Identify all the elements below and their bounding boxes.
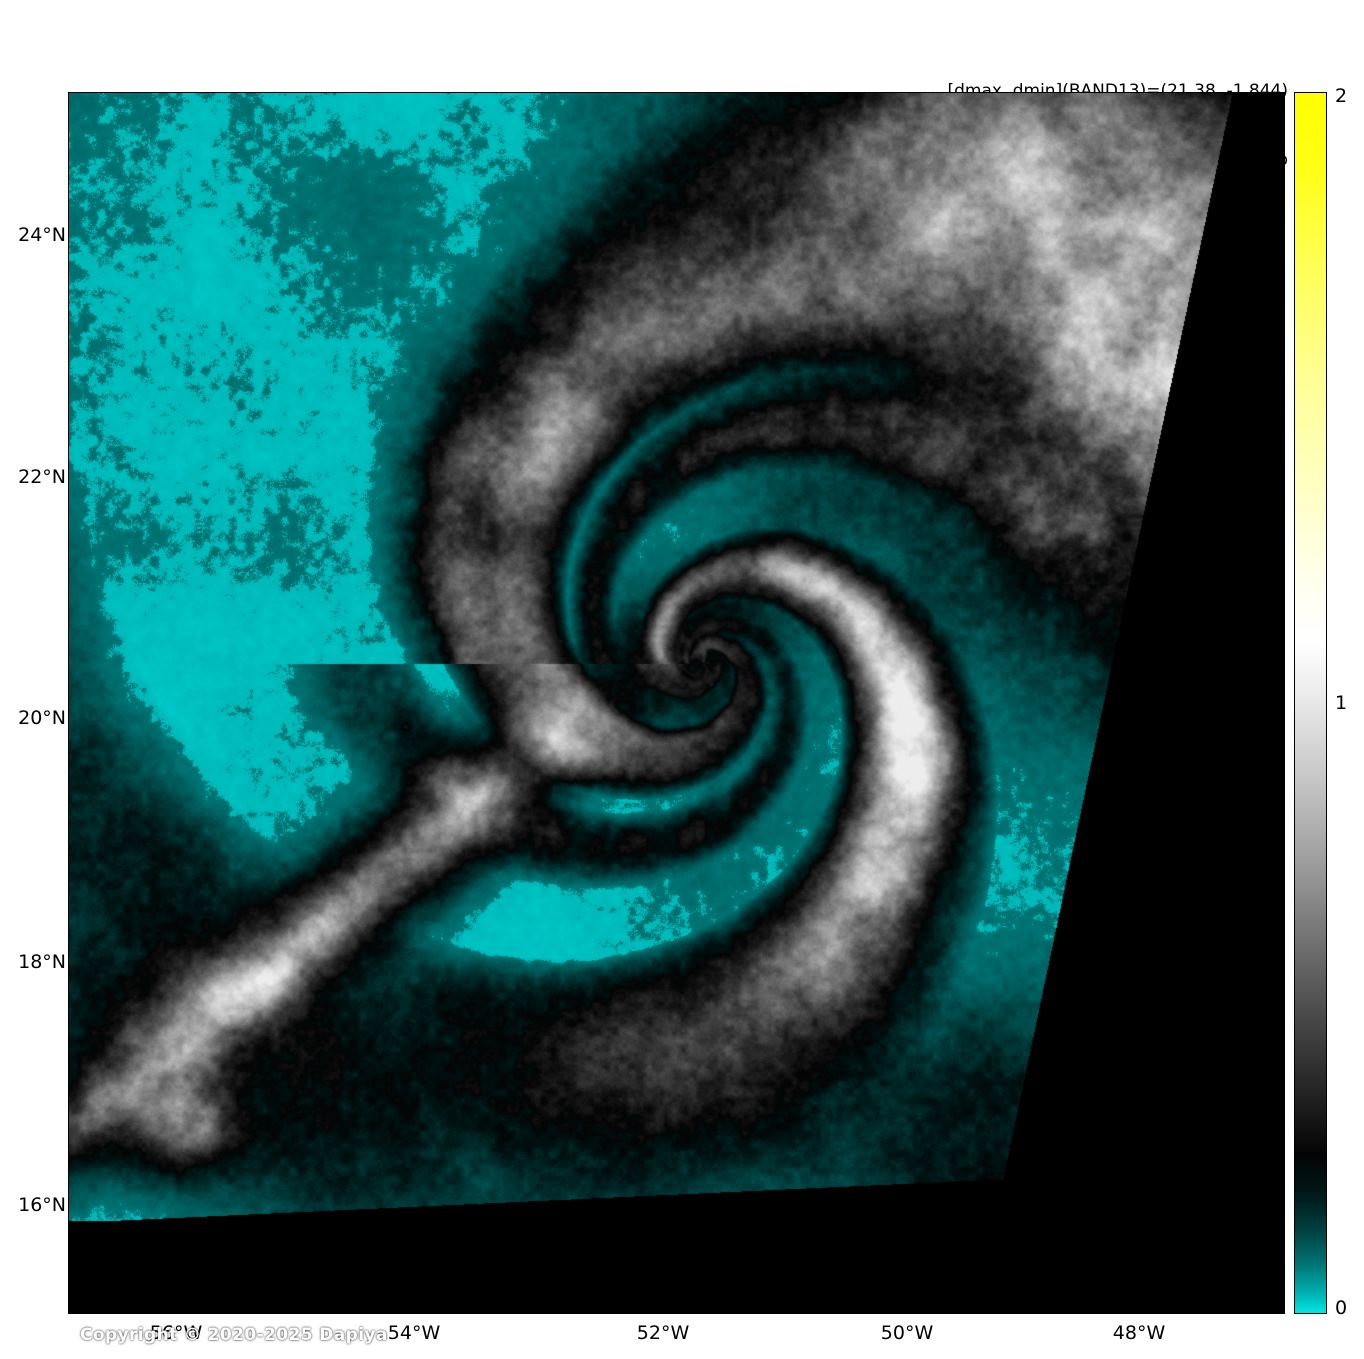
colorbar: 2 1 0 xyxy=(1294,85,1347,1319)
colorbar-tick-label: 1 xyxy=(1335,692,1348,714)
longitude-tick-label: 48°W xyxy=(1112,1322,1166,1344)
latitude-tick-label: 18°N xyxy=(18,951,66,973)
longitude-tick-label: 52°W xyxy=(636,1322,690,1344)
longitude-tick-label: 50°W xyxy=(880,1322,934,1344)
latitude-tick-label: 20°N xyxy=(18,707,66,729)
longitude-tick-label: 54°W xyxy=(387,1322,441,1344)
satellite-image-panel xyxy=(68,92,1285,1314)
satellite-imagery-canvas xyxy=(69,93,1283,1312)
latitude-tick-label: 22°N xyxy=(18,466,66,488)
colorbar-tick-label: 2 xyxy=(1335,85,1348,107)
longitude-tick-label: 56°W xyxy=(149,1322,203,1344)
colorbar-gradient xyxy=(1294,92,1327,1314)
latitude-tick-label: 16°N xyxy=(18,1194,66,1216)
latitude-tick-label: 24°N xyxy=(18,224,66,246)
copyright-notice: Copyright © 2020-2025 Dapiya xyxy=(80,1325,388,1345)
colorbar-tick-label: 0 xyxy=(1335,1297,1348,1319)
